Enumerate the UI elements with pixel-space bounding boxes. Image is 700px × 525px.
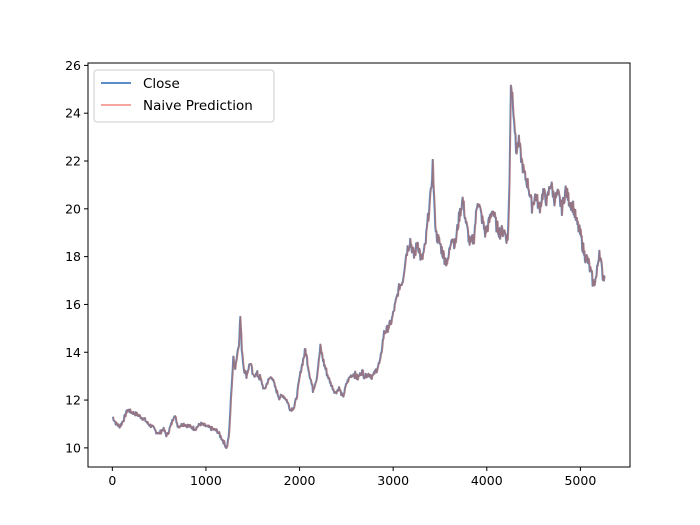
series-line-naive-prediction bbox=[112, 84, 606, 450]
y-tick-label: 12 bbox=[65, 393, 81, 408]
x-tick-label: 5000 bbox=[564, 473, 596, 488]
x-axis-ticks: 0 1000 2000 3000 4000 5000 bbox=[108, 467, 596, 488]
legend-label-naive-prediction: Naive Prediction bbox=[143, 98, 253, 114]
y-tick-label: 24 bbox=[65, 106, 81, 121]
legend-label-close: Close bbox=[143, 76, 180, 92]
x-tick-label: 0 bbox=[108, 473, 116, 488]
x-tick-label: 1000 bbox=[190, 473, 222, 488]
y-tick-label: 20 bbox=[65, 201, 81, 216]
legend-box bbox=[93, 69, 275, 123]
y-axis-ticks: 10 12 14 16 18 20 22 24 26 bbox=[65, 58, 88, 455]
series-layer bbox=[111, 84, 606, 450]
x-tick-label: 4000 bbox=[471, 473, 503, 488]
legend: Close Naive Prediction bbox=[93, 69, 275, 123]
y-tick-label: 26 bbox=[65, 58, 81, 73]
y-tick-label: 10 bbox=[65, 440, 81, 455]
y-tick-label: 14 bbox=[65, 345, 81, 360]
x-tick-label: 2000 bbox=[284, 473, 316, 488]
y-tick-label: 18 bbox=[65, 249, 81, 264]
y-tick-label: 16 bbox=[65, 297, 81, 312]
series-line-close bbox=[111, 84, 606, 450]
y-tick-label: 22 bbox=[65, 154, 81, 169]
plot-frame bbox=[87, 62, 631, 468]
x-tick-label: 3000 bbox=[377, 473, 409, 488]
